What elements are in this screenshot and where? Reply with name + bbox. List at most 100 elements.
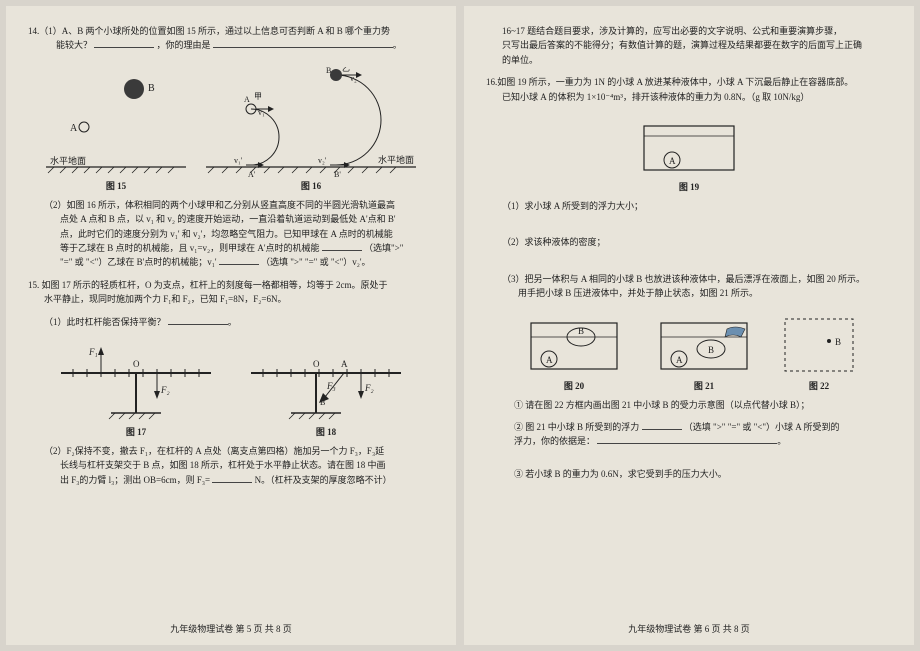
blank xyxy=(642,420,682,430)
q14-2c: 点，此时它们的速度分别为 v₁' 和 v₂'，均忽略空气阻力。已知甲球在 A 点… xyxy=(44,227,434,241)
svg-text:v₁': v₁' xyxy=(234,156,243,165)
q14-part2: （2）如图 16 所示，体积相同的两个小球甲和乙分别从竖直高度不同的半圆光滑轨道… xyxy=(28,198,434,270)
figure-22: B 图 22 xyxy=(779,315,859,392)
page5-footer: 九年级物理试卷 第 5 页 共 8 页 xyxy=(28,612,434,635)
figure-16: A 甲 v₁ v₁' A' B 乙 v₂ v₂' B' 水平地面 xyxy=(206,67,416,192)
svg-text:B: B xyxy=(578,326,584,336)
q14-2a: （2）如图 16 所示，体积相同的两个小球甲和乙分别从竖直高度不同的半圆光滑轨道… xyxy=(44,198,434,212)
q16-3-3: ③ 若小球 B 的重力为 0.6N，求它受到手的压力大小。 xyxy=(486,467,892,481)
intro-1617: 16~17 题结合题目要求，涉及计算的，应写出必要的文字说明、公式和重要演算步骤… xyxy=(486,24,892,67)
page6-footer: 九年级物理试卷 第 6 页 共 8 页 xyxy=(486,612,892,635)
fig16-svg: A 甲 v₁ v₁' A' B 乙 v₂ v₂' B' 水平地面 xyxy=(206,67,416,177)
q16-1: （1）求小球 A 所受到的浮力大小； xyxy=(486,199,892,213)
fig15-16-row: B A 水平地面 图 15 xyxy=(28,67,434,192)
figure-18: O A F₃ B F₂ 图 18 xyxy=(241,343,411,438)
svg-text:A: A xyxy=(546,355,553,365)
q15-2a: （2）F₂保持不变，撤去 F₁，在杠杆的 A 点处（离支点第四格）施加另一个力 … xyxy=(44,444,434,458)
blank xyxy=(168,315,228,325)
svg-text:B': B' xyxy=(334,170,341,177)
fig20-label: 图 20 xyxy=(519,379,629,392)
q15-1-text: （1）此时杠杆能否保持平衡？ xyxy=(44,317,166,327)
svg-text:甲: 甲 xyxy=(254,92,262,101)
svg-text:乙: 乙 xyxy=(342,67,350,73)
svg-text:水平地面: 水平地面 xyxy=(50,155,86,166)
fig20-22-row: A B 图 20 A B 图 21 B 图 2 xyxy=(486,315,892,392)
intro2: 只写出最后答案的不能得分；有数值计算的题，演算过程及结果都要在数字的后面写上正确 xyxy=(502,38,892,52)
q14-2g: （选填 ">" "=" 或 "<"）v₂'。 xyxy=(261,257,371,267)
svg-text:F₂: F₂ xyxy=(160,385,170,395)
q16-3-1: ① 请在图 22 方框内画出图 21 中小球 B 的受力示意图（以点代替小球 B… xyxy=(486,398,892,412)
figure-20: A B 图 20 xyxy=(519,315,629,392)
q16-3-2: ② 图 21 中小球 B 所受到的浮力 （选填 ">" "=" 或 "<"）小球… xyxy=(486,420,892,449)
q15-1: （1）此时杠杆能否保持平衡？ 。 xyxy=(28,315,434,329)
q14-part1: 14.（1）A、B 两个小球所处的位置如图 15 所示，通过以上信息可否判断 A… xyxy=(28,24,434,53)
svg-text:v₂': v₂' xyxy=(318,156,327,165)
fig18-label: 图 18 xyxy=(241,425,411,438)
q14-2b: 点处 A 点和 B 点，以 v₁ 和 v₂ 的速度开始运动，一直沿着轨道运动到最… xyxy=(44,212,434,226)
fig16-label: 图 16 xyxy=(206,179,416,192)
fig17-label: 图 17 xyxy=(51,425,221,438)
blank xyxy=(219,255,259,265)
q14-2e: （选填">" xyxy=(364,243,403,253)
svg-text:B: B xyxy=(708,345,714,355)
q15b: 水平静止，现同时施加两个力 F₁和 F₂，已知 F₁=8N，F₂=6N。 xyxy=(28,292,434,306)
intro3: 的单位。 xyxy=(502,53,892,67)
svg-text:F₂: F₂ xyxy=(364,383,374,393)
blank xyxy=(322,241,362,251)
svg-text:B: B xyxy=(326,67,331,75)
figure-17: O F₁ F₂ 图 17 xyxy=(51,343,221,438)
svg-text:A: A xyxy=(669,156,676,166)
fig21-svg: A B xyxy=(649,315,759,377)
q14-2f: "=" 或 "<"）乙球在 B'点时的机械能；v₁' xyxy=(60,257,216,267)
fig17-18-row: O F₁ F₂ 图 17 xyxy=(28,343,434,438)
fig17-svg: O F₁ F₂ xyxy=(51,343,221,423)
q16a: 16.如图 19 所示，一重力为 1N 的小球 A 放进某种液体中，小球 A 下… xyxy=(486,75,892,89)
fig18-svg: O A F₃ B F₂ xyxy=(241,343,411,423)
figure-19: A 图 19 xyxy=(624,118,754,193)
svg-text:A: A xyxy=(244,95,250,104)
figure-21: A B 图 21 xyxy=(649,315,759,392)
svg-text:A: A xyxy=(70,123,78,134)
q15a: 15. 如图 17 所示的轻质杠杆，O 为支点，杠杆上的刻度每一格都相等，均等于… xyxy=(28,278,434,292)
q16-2: （2）求该种液体的密度； xyxy=(486,235,892,249)
figure-15: B A 水平地面 图 15 xyxy=(46,67,186,192)
svg-text:A: A xyxy=(676,355,683,365)
q15-2b: 长线与杠杆支架交于 B 点，如图 18 所示，杠杆处于水平静止状态。请在图 18… xyxy=(44,458,434,472)
svg-text:F₁: F₁ xyxy=(88,347,98,357)
fig20-svg: A B xyxy=(519,315,629,377)
svg-text:B: B xyxy=(320,398,325,407)
q15-2: （2）F₂保持不变，撤去 F₁，在杠杆的 A 点处（离支点第四格）施加另一个力 … xyxy=(28,444,434,487)
fig21-label: 图 21 xyxy=(649,379,759,392)
svg-text:O: O xyxy=(133,359,140,369)
blank xyxy=(597,434,777,444)
q16b: 已知小球 A 的体积为 1×10⁻⁴m³，排开该种液体的重力为 0.8N。（g … xyxy=(486,90,892,104)
svg-text:B: B xyxy=(148,83,155,94)
q16-stem: 16.如图 19 所示，一重力为 1N 的小球 A 放进某种液体中，小球 A 下… xyxy=(486,75,892,104)
intro1: 16~17 题结合题目要求，涉及计算的，应写出必要的文字说明、公式和重要演算步骤… xyxy=(502,24,892,38)
q16-3b: 用手把小球 B 压进液体中，并处于静止状态，如图 21 所示。 xyxy=(502,286,892,300)
blank xyxy=(213,38,393,48)
fig22-label: 图 22 xyxy=(779,379,859,392)
blank xyxy=(94,38,154,48)
q14-1-text: 14.（1）A、B 两个小球所处的位置如图 15 所示，通过以上信息可否判断 A… xyxy=(28,26,390,36)
svg-text:A: A xyxy=(341,359,348,369)
svg-text:B: B xyxy=(835,337,841,347)
svg-text:O: O xyxy=(313,359,320,369)
blank xyxy=(212,473,252,483)
page-6: 16~17 题结合题目要求，涉及计算的，应写出必要的文字说明、公式和重要演算步骤… xyxy=(464,6,914,645)
q16-3-2c: 浮力，你的依据是： xyxy=(514,436,595,446)
q15-stem: 15. 如图 17 所示的轻质杠杆，O 为支点，杠杆上的刻度每一格都相等，均等于… xyxy=(28,278,434,307)
svg-text:F₃: F₃ xyxy=(326,381,336,391)
fig19-row: A 图 19 xyxy=(486,118,892,193)
q15-2c: 出 F₃的力臂 l₃；测出 OB=6cm，则 F₃= xyxy=(60,475,210,485)
q16-3: （3）把另一体积与 A 相同的小球 B 也放进该种液体中，最后漂浮在液面上，如图… xyxy=(486,272,892,301)
page-5: 14.（1）A、B 两个小球所处的位置如图 15 所示，通过以上信息可否判断 A… xyxy=(6,6,456,645)
q16-3-2a: ② 图 21 中小球 B 所受到的浮力 xyxy=(514,422,639,432)
q14-1c: ，你的理由是 xyxy=(157,40,211,50)
fig15-svg: B A 水平地面 xyxy=(46,67,186,177)
q16-3-2b: （选填 ">" "=" 或 "<"）小球 A 所受到的 xyxy=(684,422,840,432)
q15-2d: N。（杠杆及支架的厚度忽略不计） xyxy=(255,475,392,485)
q14-1b: 能较大？ xyxy=(56,40,92,50)
fig19-svg: A xyxy=(624,118,754,178)
fig19-label: 图 19 xyxy=(624,180,754,193)
